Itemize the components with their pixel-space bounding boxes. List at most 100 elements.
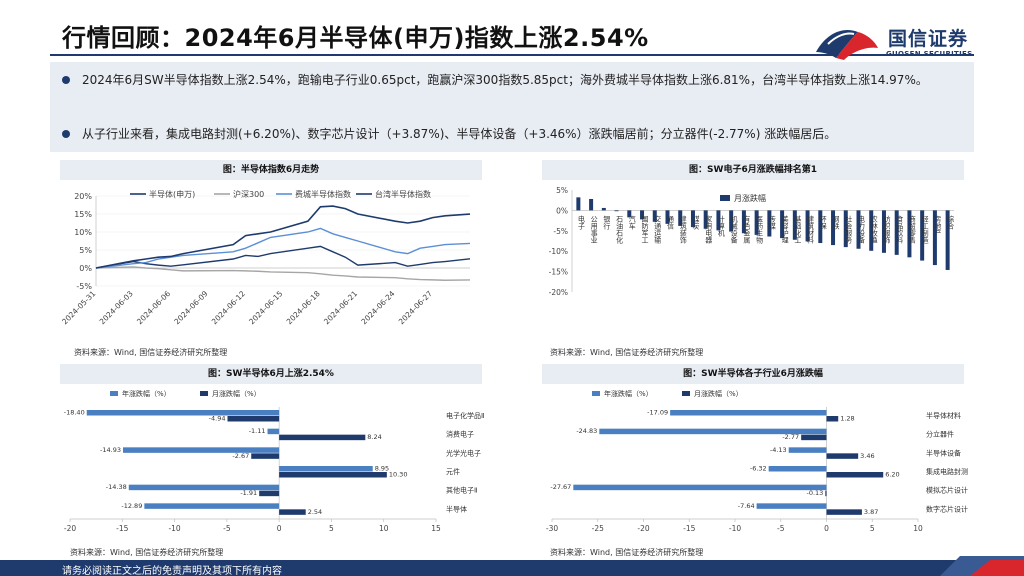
- y-tick-label: 15%: [74, 210, 92, 219]
- bar: [576, 197, 581, 211]
- data-label: 3.46: [860, 452, 874, 460]
- x-tick-label: 2024-06-15: [247, 289, 284, 326]
- x-tick-label: 汽车: [628, 215, 636, 231]
- legend-label: 沪深300: [233, 189, 264, 199]
- y-tick-label: -10%: [549, 247, 568, 256]
- y-tick-label: -20%: [549, 288, 568, 297]
- x-tick-label: 钢铁: [832, 215, 840, 231]
- bar: [86, 410, 280, 416]
- category-label: 半导体材料: [926, 411, 961, 420]
- bar: [267, 428, 280, 435]
- bar: [589, 198, 594, 211]
- y-tick-label: 10%: [74, 228, 92, 237]
- x-tick-label: 社会服务: [845, 215, 853, 245]
- x-tick-label: 建筑装饰: [679, 215, 687, 245]
- data-label: -1.91: [240, 489, 257, 497]
- x-tick-label: 轻工制造: [921, 215, 929, 245]
- data-label: 8.95: [375, 465, 389, 473]
- bar: [227, 416, 280, 422]
- x-tick-label: 房地产: [934, 215, 942, 238]
- x-tick-label: 2024-06-18: [285, 289, 322, 326]
- chart-source: 资料来源：Wind, 国信证券经济研究所整理: [550, 348, 704, 357]
- x-tick-label: 通信: [667, 215, 675, 231]
- x-tick-label: 2024-06-09: [172, 289, 209, 326]
- x-tick-label: 基础化工: [794, 215, 802, 244]
- legend-label: 台湾半导体指数: [375, 189, 431, 199]
- bar: [792, 210, 797, 240]
- x-tick-label: 10: [913, 524, 923, 533]
- chart-title-ranking: 图：SW电子6月涨跌幅排名第1: [542, 160, 964, 180]
- data-label: -14.93: [100, 446, 121, 454]
- bar: [818, 210, 823, 244]
- x-tick-label: 2024-05-31: [60, 289, 97, 326]
- bar: [801, 434, 827, 441]
- x-tick-label: -15: [116, 524, 128, 533]
- bar: [869, 210, 874, 251]
- legend-swatch: [110, 391, 118, 396]
- bar: [678, 210, 683, 226]
- data-label: -17.09: [647, 409, 668, 417]
- bar: [665, 210, 670, 224]
- x-tick-label: 环保: [819, 215, 827, 230]
- bar: [614, 210, 619, 212]
- legend-label: 年涨跌幅（%）: [122, 389, 171, 398]
- x-tick-label: -20: [637, 524, 649, 533]
- data-label: 10.30: [389, 471, 408, 479]
- x-tick-label: -10: [729, 524, 741, 533]
- bar: [703, 210, 708, 229]
- summary-bullet: 2024年6月SW半导体指数上涨2.54%，跑输电子行业0.65pct，跑赢沪深…: [62, 70, 967, 91]
- x-tick-label: 2024-06-21: [322, 289, 359, 326]
- data-label: -6.32: [750, 465, 767, 473]
- y-tick-label: 5%: [79, 246, 92, 255]
- series-line: [95, 227, 471, 269]
- data-label: 8.24: [367, 433, 381, 441]
- chart-title-sw-electronics: 图：SW半导体6月上涨2.54%: [60, 364, 482, 384]
- logo-text-cn: 国信证券: [888, 28, 969, 50]
- bar: [881, 210, 886, 253]
- x-tick-label: 煤炭: [692, 215, 700, 231]
- bar: [279, 472, 387, 478]
- logo-text-en: GUOSEN SECURITIES: [886, 50, 973, 58]
- bar: [920, 210, 925, 261]
- x-tick-label: -5: [223, 524, 231, 533]
- bar: [826, 416, 839, 422]
- bar: [729, 210, 734, 232]
- data-label: -27.67: [550, 483, 571, 491]
- bar: [780, 210, 785, 239]
- bar: [279, 509, 306, 515]
- bar: [652, 210, 657, 222]
- category-label: 半导体: [446, 504, 467, 513]
- category-label: 模拟芯片设计: [926, 486, 968, 495]
- bar: [640, 210, 645, 220]
- x-tick-label: 石油石化: [616, 215, 624, 244]
- chart-title-semi-sub: 图：SW半导体各子行业6月涨跌幅: [542, 364, 964, 384]
- x-tick-label: 0: [277, 524, 282, 533]
- series-line: [95, 266, 471, 281]
- bar: [805, 210, 810, 242]
- x-tick-label: 2024-06-03: [98, 289, 135, 326]
- footer-bar: [0, 560, 1024, 576]
- bar: [123, 447, 280, 453]
- bar: [788, 447, 827, 453]
- chart-source: 资料来源：Wind, 国信证券经济研究所整理: [74, 348, 228, 357]
- data-label: -4.94: [209, 415, 226, 423]
- category-label: 电子化学品Ⅱ: [446, 411, 484, 420]
- data-label: -12.89: [121, 502, 142, 510]
- semi-sub-hbar-chart: 年涨跌幅（%） 月涨跌幅（%） -30 -25 -20 -15 -10 -5 0 5 10 -17.0…: [546, 389, 968, 533]
- category-label: 消费电子: [446, 430, 474, 439]
- x-tick-label: 10: [379, 524, 389, 533]
- bar: [601, 207, 606, 211]
- title-divider: [50, 54, 974, 56]
- chart-source: 资料来源：Wind, 国信证券经济研究所整理: [70, 548, 224, 557]
- legend-label: 半导体(申万): [149, 189, 195, 199]
- y-tick-label: -5%: [553, 227, 568, 236]
- x-tick-label: 传媒: [768, 215, 776, 231]
- data-label: 1.28: [840, 415, 854, 423]
- x-tick-label: 计算机: [717, 215, 725, 238]
- legend-swatch: [592, 391, 600, 396]
- bar: [894, 210, 899, 255]
- series-line: [95, 245, 471, 269]
- bar: [932, 210, 937, 266]
- bar: [767, 210, 772, 237]
- y-tick-label: 5%: [556, 186, 568, 195]
